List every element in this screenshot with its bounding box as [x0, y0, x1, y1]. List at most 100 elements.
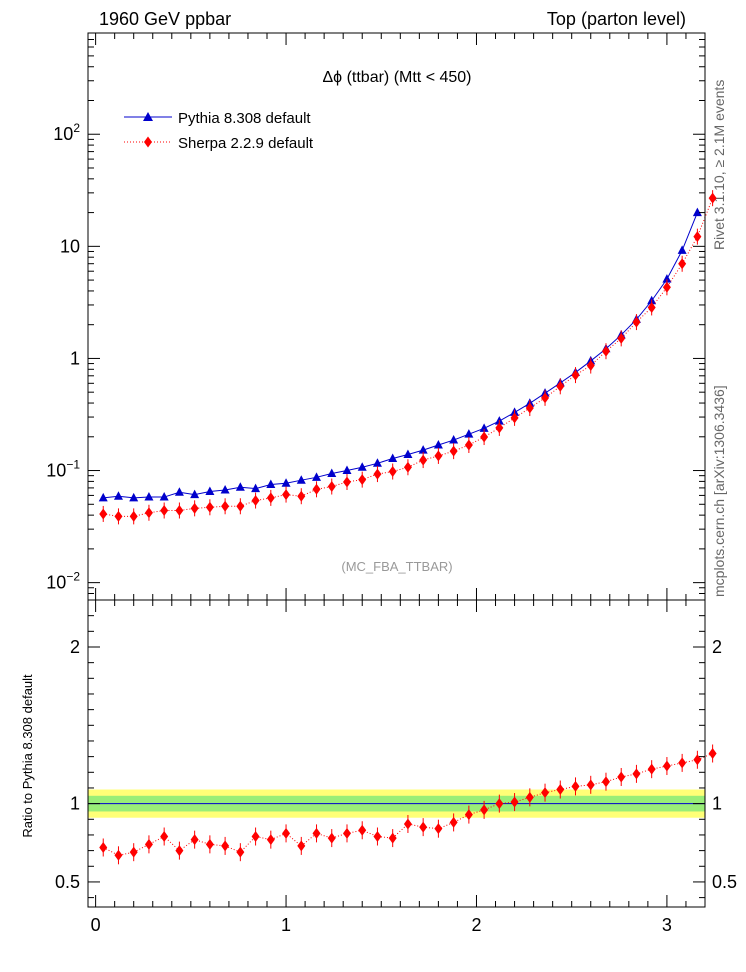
pythia-point — [342, 465, 352, 475]
ratio-point — [541, 787, 550, 799]
pythia-point — [113, 491, 123, 500]
ratio-point — [251, 831, 260, 843]
pythia-series-line — [103, 212, 698, 499]
ratio-point — [617, 771, 626, 783]
ratio-point — [144, 838, 153, 850]
ratio-series-line — [103, 753, 713, 856]
sherpa-point — [495, 422, 504, 434]
pythia-point — [129, 492, 139, 502]
pythia-point — [357, 462, 367, 471]
ratio-point — [647, 763, 656, 775]
ratio-point — [434, 823, 443, 835]
ratio-plot-frame — [87, 599, 706, 908]
ratio-point — [601, 776, 610, 788]
pythia-point — [312, 472, 322, 481]
sherpa-point — [221, 500, 230, 512]
ratio-point — [662, 760, 671, 772]
ratio-point — [373, 831, 382, 843]
pythia-point — [98, 492, 108, 502]
sherpa-point — [297, 490, 306, 502]
ratio-point — [419, 821, 428, 833]
legend-pythia-marker — [143, 112, 153, 121]
ratio-point — [99, 841, 108, 853]
pythia-point — [677, 245, 687, 254]
sherpa-point — [601, 345, 610, 357]
ratio-point — [708, 748, 717, 759]
legend-sherpa-label: Sherpa 2.2.9 default — [178, 135, 314, 152]
ratio-point — [449, 816, 458, 828]
pythia-point — [388, 453, 398, 463]
pythia-point — [403, 449, 413, 459]
x-tick-label: 1 — [281, 915, 291, 935]
sherpa-point — [556, 380, 565, 392]
ratio-tick-label-right: 0.5 — [712, 872, 737, 892]
ratio-point — [114, 849, 123, 861]
pythia-point — [372, 458, 382, 467]
pythia-point — [692, 207, 702, 217]
pythia-point — [281, 478, 291, 487]
sherpa-point — [464, 439, 473, 451]
sherpa-point — [358, 474, 367, 486]
ratio-point — [693, 754, 702, 766]
header-left-label: 1960 GeV ppbar — [99, 9, 232, 29]
pythia-point — [220, 485, 230, 494]
pythia-point — [266, 479, 276, 489]
sherpa-point — [510, 412, 519, 424]
y-tick-label: 1 — [70, 348, 80, 368]
x-tick-label: 3 — [662, 915, 672, 935]
pythia-point — [433, 439, 443, 449]
series-layer — [98, 190, 717, 865]
pythia-point — [449, 435, 459, 444]
ratio-uncertainty-bands — [88, 789, 705, 818]
sherpa-point — [693, 231, 702, 243]
sherpa-point — [449, 445, 458, 457]
ratio-point — [205, 838, 214, 850]
pythia-point — [662, 274, 672, 283]
pythia-point — [235, 482, 245, 491]
ratio-point — [586, 779, 595, 791]
ratio-point — [525, 791, 534, 803]
sherpa-point — [129, 510, 138, 522]
ratio-point — [266, 834, 275, 846]
x-tick-label: 2 — [471, 915, 481, 935]
pythia-point — [464, 429, 474, 438]
sherpa-point — [419, 454, 428, 466]
pythia-point — [418, 445, 428, 454]
sherpa-point — [662, 281, 671, 293]
sherpa-point — [434, 450, 443, 462]
ratio-point — [342, 827, 351, 839]
pythia-point — [251, 483, 261, 493]
pythia-point — [205, 486, 215, 496]
ratio-tick-label-left: 1 — [70, 794, 80, 814]
sherpa-point — [678, 258, 687, 270]
pythia-point — [327, 468, 337, 478]
sherpa-point — [388, 466, 397, 478]
axes: 0 1 2 3 10−2 10−1 1 10 102 0.5 0.5 1 1 2 2 — [46, 32, 737, 935]
ratio-point — [312, 827, 321, 839]
pythia-point — [479, 423, 489, 432]
x-tick-label: 0 — [91, 915, 101, 935]
sherpa-point — [541, 392, 550, 404]
sherpa-point — [617, 332, 626, 344]
pythia-point — [159, 492, 169, 501]
sherpa-point — [373, 468, 382, 480]
analysis-label: (MC_FBA_TTBAR) — [341, 559, 452, 574]
ratio-point — [129, 846, 138, 858]
plot-title: Δϕ (ttbar) (Mtt < 450) — [322, 69, 471, 86]
sherpa-point — [327, 481, 336, 493]
y-tick-label: 10−2 — [46, 570, 80, 593]
ratio-point — [678, 757, 687, 769]
sherpa-point — [236, 500, 245, 512]
sherpa-point — [525, 402, 534, 414]
ratio-tick-label-right: 2 — [712, 637, 722, 657]
ratio-point — [510, 796, 519, 808]
ratio-axis-label: Ratio to Pythia 8.308 default — [20, 674, 35, 838]
header-right-label: Top (parton level) — [546, 9, 686, 29]
sherpa-point — [160, 505, 169, 517]
sherpa-point — [312, 483, 321, 495]
ratio-point — [175, 845, 184, 857]
ratio-point — [282, 827, 291, 839]
ratio-point — [160, 831, 169, 843]
sherpa-point — [647, 301, 656, 313]
sherpa-point — [251, 495, 260, 507]
